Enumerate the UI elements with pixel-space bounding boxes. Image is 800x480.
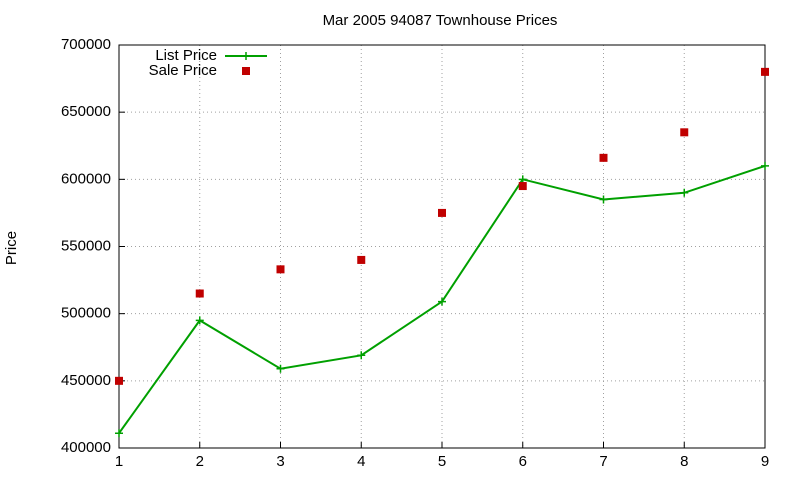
point [761,161,769,170]
y-axis-label: Price [3,231,20,265]
x-tick-label: 5 [438,453,446,470]
point [115,376,123,385]
legend-label: Sale Price [149,62,217,79]
point [599,195,608,204]
point [357,351,366,360]
y-tick-label: 400000 [61,439,111,456]
point [195,289,204,298]
legend-marker [242,52,250,60]
point [357,255,366,264]
x-tick-label: 1 [115,453,123,470]
x-tick-label: 8 [680,453,688,470]
point [518,175,527,184]
point [599,153,608,162]
y-tick-label: 450000 [61,372,111,389]
point [115,429,123,438]
x-tick-label: 2 [196,453,204,470]
y-tick-label: 550000 [61,237,111,254]
x-tick-label: 9 [761,453,769,470]
chart-title: Mar 2005 94087 Townhouse Prices [323,12,558,29]
point [438,208,446,217]
point [276,364,285,373]
point [680,128,689,137]
point [438,297,446,306]
y-tick-label: 700000 [61,36,111,53]
y-tick-label: 650000 [61,103,111,120]
point [680,188,689,197]
legend-label: List Price [155,47,217,64]
x-tick-label: 6 [519,453,527,470]
plot-frame [118,44,766,449]
point [518,182,527,191]
point [276,265,285,274]
x-tick-label: 4 [357,453,365,470]
point [195,316,204,325]
point [761,67,769,76]
y-tick-label: 500000 [61,305,111,322]
x-tick-label: 3 [276,453,284,470]
y-tick-label: 600000 [61,170,111,187]
legend-marker [242,67,250,75]
x-tick-label: 7 [599,453,607,470]
